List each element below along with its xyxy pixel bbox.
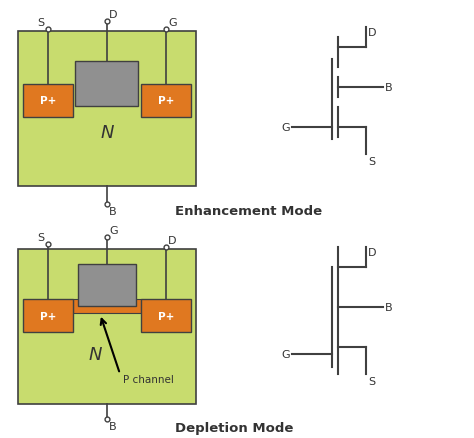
Bar <box>18 249 196 404</box>
Text: Depletion Mode: Depletion Mode <box>175 421 293 434</box>
Text: P+: P+ <box>158 96 174 106</box>
Bar <box>73 299 141 313</box>
Text: D: D <box>368 247 376 258</box>
Text: G: G <box>168 18 177 28</box>
Bar <box>18 32 196 187</box>
Text: D: D <box>168 236 176 245</box>
Bar <box>141 85 191 118</box>
Bar <box>78 265 136 306</box>
Text: Enhancement Mode: Enhancement Mode <box>175 205 322 218</box>
Text: D: D <box>109 10 117 20</box>
Text: S: S <box>368 157 375 166</box>
Text: D: D <box>368 28 376 38</box>
Bar <box>23 85 73 118</box>
Bar <box>75 62 138 107</box>
Text: G: G <box>282 123 290 133</box>
Text: P+: P+ <box>40 311 56 321</box>
Text: G: G <box>282 349 290 359</box>
Bar <box>23 299 73 332</box>
Text: G: G <box>109 226 118 236</box>
Text: S: S <box>37 18 44 28</box>
Text: B: B <box>109 207 117 216</box>
Text: S: S <box>368 376 375 386</box>
Text: S: S <box>37 233 44 243</box>
Text: N: N <box>88 346 102 364</box>
Text: P+: P+ <box>158 311 174 321</box>
Text: P channel: P channel <box>123 374 174 384</box>
Text: P+: P+ <box>40 96 56 106</box>
Text: B: B <box>385 302 392 312</box>
Text: B: B <box>385 83 392 93</box>
Text: B: B <box>109 421 117 431</box>
Bar <box>141 299 191 332</box>
Text: N: N <box>100 124 114 141</box>
